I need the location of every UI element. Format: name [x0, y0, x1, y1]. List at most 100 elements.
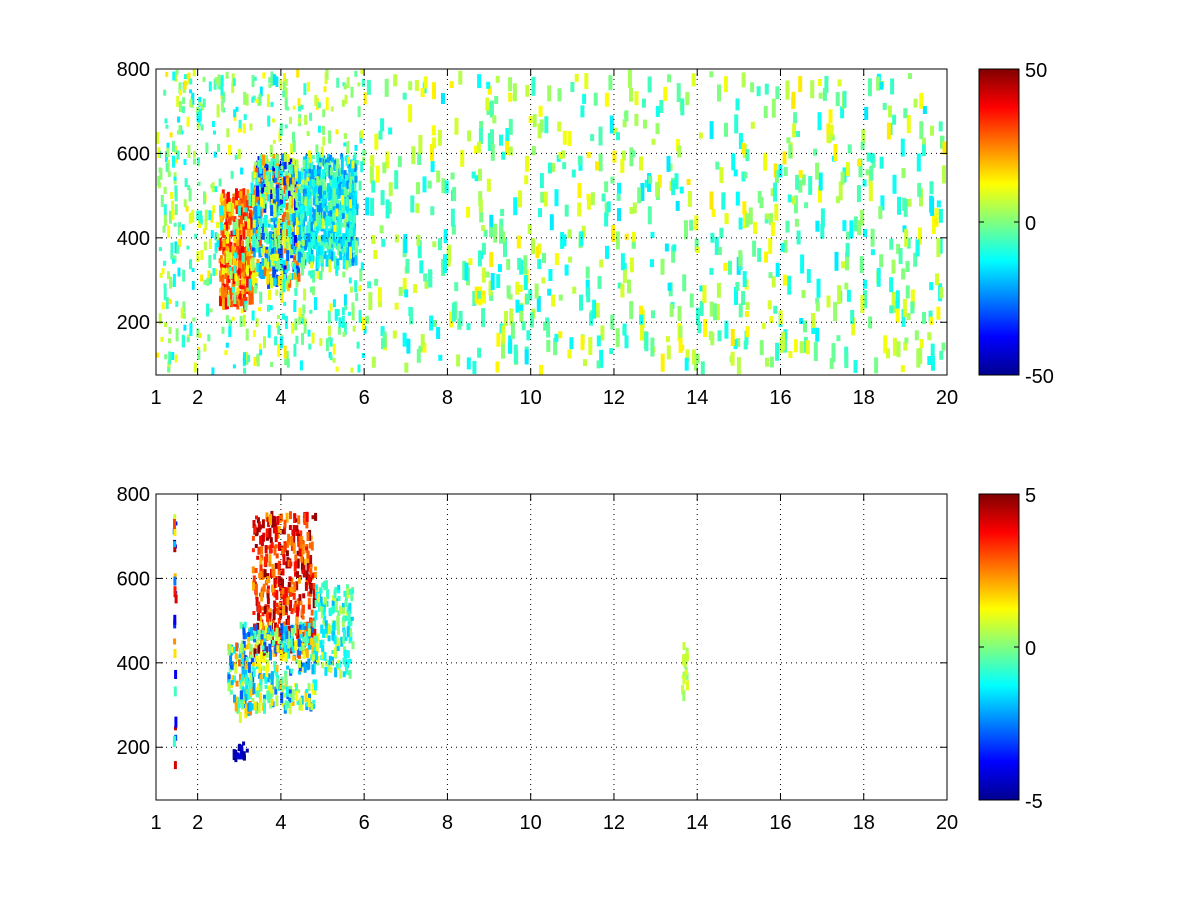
heatmap-cell	[299, 600, 303, 605]
heatmap-cell	[307, 658, 311, 670]
heatmap-cell	[301, 332, 304, 345]
heatmap-cell	[604, 92, 609, 107]
heatmap-cell	[253, 356, 257, 366]
heatmap-cell	[773, 305, 778, 314]
heatmap-cell	[188, 212, 192, 224]
heatmap-cell	[281, 529, 285, 535]
heatmap-cell	[251, 566, 255, 574]
heatmap-cell	[325, 254, 329, 267]
heatmap-cell	[601, 193, 606, 202]
heatmap-cell	[291, 529, 295, 536]
heatmap-cell	[818, 92, 823, 99]
heatmap-cell	[297, 251, 301, 263]
heatmap-cell	[312, 269, 316, 283]
heatmap-cell	[853, 359, 858, 373]
heatmap-cell	[780, 242, 785, 252]
heatmap-cell	[281, 162, 285, 169]
heatmap-cell	[263, 649, 267, 654]
heatmap-cell	[313, 628, 317, 639]
x-tick-label: 12	[603, 387, 625, 409]
heatmap-cell	[250, 229, 254, 242]
heatmap-cell	[164, 354, 168, 360]
heatmap-cell	[244, 300, 248, 306]
heatmap-cell	[157, 175, 161, 186]
heatmap-cell	[450, 172, 455, 180]
heatmap-cell	[919, 339, 924, 348]
heatmap-cell	[277, 209, 281, 215]
heatmap-cell	[290, 184, 294, 192]
heatmap-cell	[644, 179, 649, 188]
heatmap-cell	[606, 201, 611, 213]
heatmap-cell	[311, 644, 315, 655]
heatmap-cell	[813, 148, 818, 156]
heatmap-cell	[835, 196, 840, 204]
heatmap-cell	[308, 179, 312, 187]
heatmap-cell	[303, 235, 307, 240]
heatmap-cell	[554, 333, 559, 342]
heatmap-cell	[335, 203, 339, 213]
heatmap-cell	[769, 316, 774, 323]
heatmap-cell	[271, 640, 275, 646]
axes-frame	[155, 68, 948, 376]
heatmap-cell	[261, 612, 265, 617]
heatmap-cell	[288, 689, 292, 694]
heatmap-cell	[294, 554, 298, 561]
heatmap-cell	[257, 612, 260, 621]
y-tick-label: 600	[117, 568, 150, 590]
heatmap-cell	[327, 233, 331, 238]
heatmap-cell	[294, 287, 298, 296]
heatmap-cell	[165, 297, 169, 309]
heatmap-cell	[255, 640, 259, 646]
heatmap-cell	[795, 174, 800, 190]
heatmap-cell	[236, 291, 240, 296]
heatmap-cell	[307, 698, 311, 707]
heatmap-cell	[241, 240, 244, 249]
heatmap-cell	[744, 330, 749, 345]
heatmap-cell	[304, 581, 308, 591]
heatmap-cell	[236, 752, 240, 758]
heatmap-cell	[666, 345, 671, 360]
heatmap-cell	[234, 653, 238, 660]
heatmap-cell	[293, 604, 297, 612]
heatmap-cell	[236, 226, 240, 240]
heatmap-cell	[275, 247, 278, 261]
heatmap-cell	[216, 222, 219, 229]
heatmap-cell	[273, 253, 277, 261]
heatmap-cell	[308, 152, 312, 163]
heatmap-cell	[233, 675, 236, 683]
x-tick-label: 10	[520, 387, 542, 409]
heatmap-cell	[879, 254, 884, 268]
heatmap-cell	[293, 513, 297, 519]
heatmap-cell	[228, 144, 232, 155]
heatmap-cell	[280, 268, 284, 279]
heatmap-cell	[352, 156, 356, 162]
heatmap-cell	[214, 77, 218, 84]
heatmap-cell	[241, 272, 245, 284]
heatmap-cell	[513, 197, 518, 216]
heatmap-cell	[281, 643, 285, 648]
heatmap-cell	[543, 321, 548, 331]
heatmap-cell	[857, 159, 861, 167]
heatmap-cell	[770, 221, 775, 236]
heatmap-cell	[384, 78, 389, 97]
heatmap-cell	[270, 568, 273, 578]
heatmap-cell	[264, 545, 268, 553]
heatmap-cell	[286, 178, 290, 185]
heatmap-cell	[270, 542, 274, 549]
heatmap-cell	[553, 338, 558, 356]
heatmap-cell	[298, 659, 301, 668]
heatmap-cell	[322, 125, 325, 135]
heatmap-cell	[242, 626, 246, 635]
heatmap-cell	[282, 626, 286, 638]
heatmap-cell	[582, 93, 587, 104]
heatmap-cell	[286, 595, 290, 605]
heatmap-cell	[292, 646, 296, 654]
heatmap-cell	[799, 318, 804, 324]
heatmap-cell	[259, 616, 263, 626]
heatmap-cell	[741, 291, 746, 305]
heatmap-cell	[303, 324, 307, 334]
heatmap-cell	[316, 271, 320, 280]
heatmap-cell	[335, 637, 339, 646]
heatmap-cell	[270, 217, 274, 222]
heatmap-cell	[677, 145, 682, 158]
